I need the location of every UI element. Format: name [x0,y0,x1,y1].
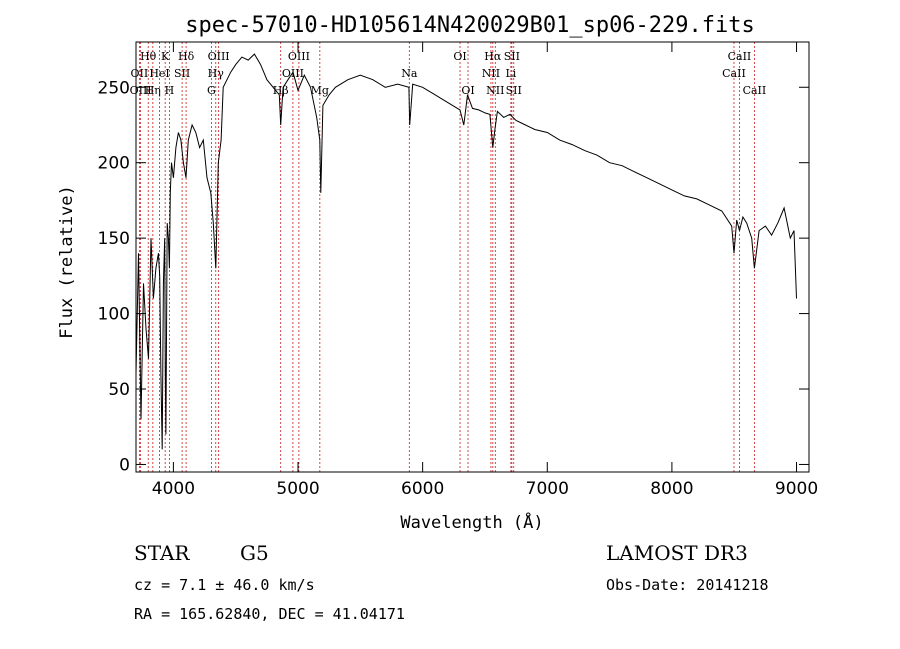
spectral-line-label: OIII [288,50,310,63]
spectral-line-label: SII [174,67,190,80]
spectral-line-label: Hθ [140,50,157,63]
spectral-line-label: G [207,84,216,97]
x-tick-label: 5000 [276,479,319,499]
y-tick-label: 150 [98,229,130,249]
y-tick-label: 0 [119,455,130,475]
y-tick-label: 50 [108,380,130,400]
spectral-line-label: Li [505,67,516,80]
x-tick-label: 9000 [775,479,818,499]
survey-name: LAMOST DR3 [606,541,748,565]
x-axis-ticks: 4000 5000 6000 7000 8000 9000 [152,42,818,499]
spectral-line-label: K [161,50,170,63]
y-tick-label: 200 [98,154,130,174]
spectral-line-label: OII [131,67,149,80]
obs-date: Obs-Date: 20141218 [606,576,769,594]
plot-frame [135,41,810,473]
spectral-line-label: Na [401,67,418,80]
spectral-line-label: NII [486,84,504,97]
redshift-velocity: cz = 7.1 ± 46.0 km/s [134,576,315,594]
x-tick-label: 7000 [526,479,569,499]
object-type: STAR [134,541,190,565]
x-tick-label: 6000 [401,479,444,499]
spectral-line-label: Hβ [273,84,289,97]
subclass: G5 [240,541,269,565]
spectral-line-label: OIII [130,84,152,97]
spectrum-line [135,53,797,450]
spectral-line-label: OI [461,84,474,97]
spectral-line-label: OI [453,50,466,63]
spectral-line-label: Mg [311,84,329,97]
spectral-line-markers [138,42,755,472]
spectral-line-label: CaII [728,50,752,63]
x-tick-label: 8000 [650,479,693,499]
coordinates: RA = 165.62840, DEC = 41.04171 [134,605,405,623]
spectral-line-label: CaII [722,67,746,80]
y-axis-ticks: 0 50 100 150 200 250 [98,78,809,475]
spectral-line-label: Hδ [178,50,195,63]
spectral-line-label: Hα [484,50,502,63]
x-tick-label: 4000 [152,479,195,499]
spectral-line-label: Hγ [208,67,225,80]
x-axis-label: Wavelength (Å) [400,511,543,533]
y-tick-label: 250 [98,78,130,98]
y-tick-label: 100 [98,305,130,325]
spectral-line-label: Hη [145,84,161,97]
spectral-line-label: H [165,84,175,97]
spectral-line-label: HeI [149,67,169,80]
spectral-line-label: OIII [208,50,230,63]
spectral-line-label: SII [506,84,522,97]
spectral-line-label: CaII [743,84,767,97]
spectral-line-label: NII [482,67,500,80]
spectral-line-label: SII [504,50,520,63]
chart-title: spec-57010-HD105614N420029B01_sp06-229.f… [185,13,755,38]
y-axis-label: Flux (relative) [57,185,77,339]
